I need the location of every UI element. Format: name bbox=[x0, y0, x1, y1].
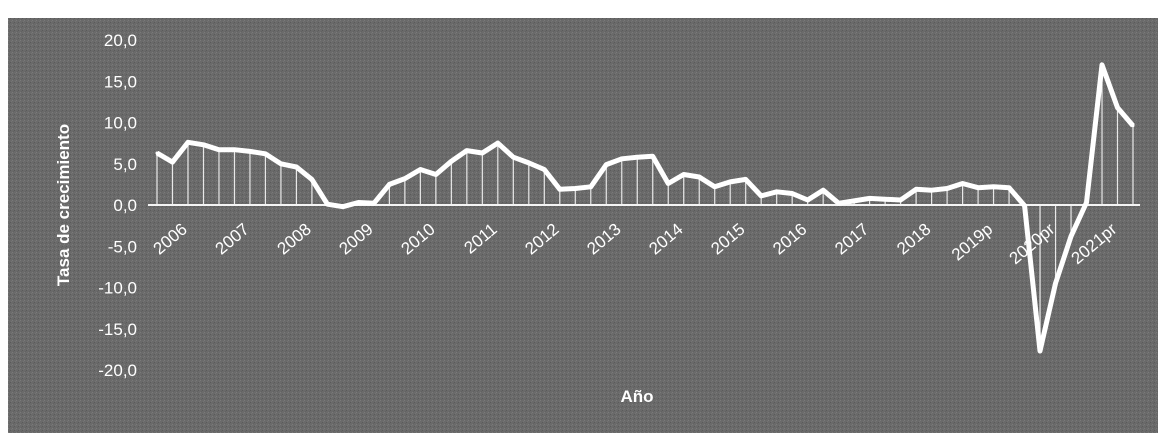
y-tick-label: 15,0 bbox=[104, 72, 137, 91]
data-point bbox=[945, 187, 949, 190]
data-point bbox=[620, 157, 624, 161]
data-point bbox=[170, 160, 174, 164]
data-point bbox=[930, 188, 934, 192]
data-point bbox=[635, 155, 639, 159]
data-point bbox=[744, 177, 748, 181]
data-point bbox=[604, 163, 608, 167]
data-point bbox=[651, 154, 655, 158]
y-tick-label: 0,0 bbox=[113, 196, 137, 215]
data-point bbox=[961, 182, 965, 186]
data-point bbox=[511, 155, 515, 159]
y-axis-title: Tasa de crecimiento bbox=[54, 124, 73, 286]
data-point bbox=[294, 165, 298, 169]
y-tick-label: -5,0 bbox=[108, 237, 137, 256]
data-point bbox=[465, 149, 469, 153]
x-axis-title: Año bbox=[620, 387, 653, 406]
data-point bbox=[201, 143, 205, 147]
data-point bbox=[666, 182, 670, 186]
data-point bbox=[248, 149, 252, 153]
data-point bbox=[480, 151, 484, 155]
data-point bbox=[868, 196, 872, 200]
data-point bbox=[279, 162, 283, 166]
data-point bbox=[573, 187, 577, 190]
data-point bbox=[217, 148, 221, 152]
data-point bbox=[558, 187, 562, 191]
data-point bbox=[449, 159, 453, 163]
data-point bbox=[1054, 281, 1058, 285]
data-point bbox=[496, 141, 500, 145]
data-point bbox=[775, 190, 779, 194]
y-tick-label: -20,0 bbox=[98, 361, 137, 380]
data-point bbox=[434, 172, 438, 176]
data-point bbox=[883, 197, 887, 201]
data-point bbox=[806, 198, 810, 202]
data-point bbox=[790, 191, 794, 195]
data-point bbox=[418, 168, 422, 172]
series-line-path bbox=[155, 62, 1135, 354]
y-tick-label: -10,0 bbox=[98, 279, 137, 298]
y-axis-ticks: 20,0 15,0 10,0 5,0 0,0 -5,0 -10,0 -15,0 -20,0 bbox=[98, 31, 137, 380]
data-point bbox=[1038, 349, 1042, 353]
data-point bbox=[992, 185, 996, 189]
data-point bbox=[1007, 186, 1011, 190]
data-point bbox=[821, 188, 825, 192]
data-point bbox=[1023, 204, 1027, 208]
data-point bbox=[155, 151, 159, 155]
data-point bbox=[713, 185, 717, 189]
data-point bbox=[899, 198, 903, 202]
data-point bbox=[1069, 234, 1073, 238]
data-point bbox=[1100, 63, 1104, 67]
data-point bbox=[387, 182, 391, 186]
data-point bbox=[356, 201, 360, 205]
data-point bbox=[527, 161, 531, 165]
data-point bbox=[914, 187, 918, 191]
data-point bbox=[682, 172, 686, 176]
data-point bbox=[325, 202, 329, 206]
data-point bbox=[403, 177, 407, 181]
data-point bbox=[341, 205, 345, 209]
data-point bbox=[372, 201, 376, 205]
data-point bbox=[1085, 201, 1089, 205]
data-point bbox=[186, 140, 190, 144]
data-point bbox=[759, 194, 763, 198]
data-point bbox=[263, 152, 267, 156]
plot-background bbox=[8, 18, 1158, 433]
data-point bbox=[697, 175, 701, 179]
data-point bbox=[310, 177, 314, 181]
y-tick-label: 10,0 bbox=[104, 114, 137, 133]
data-point bbox=[589, 185, 593, 189]
data-point bbox=[542, 168, 546, 172]
data-point bbox=[852, 199, 856, 203]
y-tick-label: -15,0 bbox=[98, 320, 137, 339]
data-point bbox=[837, 201, 841, 205]
data-point bbox=[1131, 124, 1135, 128]
data-point bbox=[728, 180, 732, 184]
data-point bbox=[976, 186, 980, 190]
y-tick-label: 20,0 bbox=[104, 31, 137, 50]
data-point bbox=[232, 148, 236, 152]
y-tick-label: 5,0 bbox=[113, 155, 137, 174]
data-point bbox=[1116, 106, 1120, 110]
series-line bbox=[155, 62, 1135, 354]
